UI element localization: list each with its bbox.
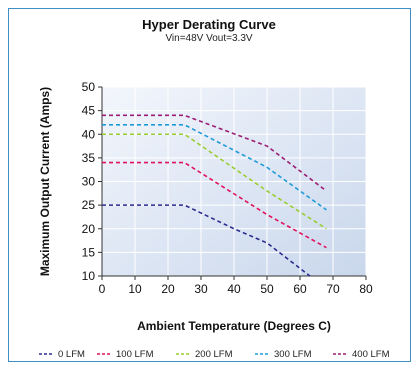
x-tick-label: 40 xyxy=(227,282,241,296)
series-line-300-lfm xyxy=(102,124,327,211)
y-tick-label: 25 xyxy=(82,198,96,212)
y-tick-label: 40 xyxy=(82,127,96,141)
x-tick-label: 30 xyxy=(194,282,208,296)
series-line-0-lfm xyxy=(102,204,311,277)
series-line-400-lfm xyxy=(102,114,327,192)
chart-title: Hyper Derating Curve xyxy=(142,17,276,32)
legend-label: 300 LFM xyxy=(274,349,312,360)
legend-label: 100 LFM xyxy=(116,349,154,360)
x-axis-label: Ambient Temperature (Degrees C) xyxy=(137,319,331,333)
y-tick-label: 45 xyxy=(82,104,96,118)
x-tick-label: 0 xyxy=(99,282,106,296)
x-tick-label: 70 xyxy=(326,282,340,296)
y-tick-label: 20 xyxy=(82,222,96,236)
y-tick-label: 10 xyxy=(82,269,96,283)
series-layer xyxy=(102,114,327,277)
x-tick-label: 20 xyxy=(161,282,175,296)
legend-label: 400 LFM xyxy=(352,349,390,360)
legend-label: 200 LFM xyxy=(195,349,233,360)
legend-label: 0 LFM xyxy=(58,349,85,360)
derating-chart: Hyper Derating Curve Vin=48V Vout=3.3V 1… xyxy=(38,17,390,360)
y-tick-label: 30 xyxy=(82,175,96,189)
y-axis-label: Maximum Output Current (Amps) xyxy=(38,87,52,276)
chart-subtitle: Vin=48V Vout=3.3V xyxy=(165,33,252,44)
legend: 0 LFM 100 LFM 200 LFM 300 LFM 400 LFM xyxy=(39,349,390,360)
x-tick-label: 80 xyxy=(359,282,373,296)
axes xyxy=(98,86,367,280)
y-tick-label: 50 xyxy=(82,80,96,94)
chart-frame: Hyper Derating Curve Vin=48V Vout=3.3V 1… xyxy=(8,8,411,362)
series-line-200-lfm xyxy=(102,133,327,230)
x-tick-label: 60 xyxy=(293,282,307,296)
y-tick-label: 15 xyxy=(82,245,96,259)
x-tick-label: 50 xyxy=(260,282,274,296)
y-tick-label: 35 xyxy=(82,151,96,165)
x-tick-label: 10 xyxy=(128,282,142,296)
